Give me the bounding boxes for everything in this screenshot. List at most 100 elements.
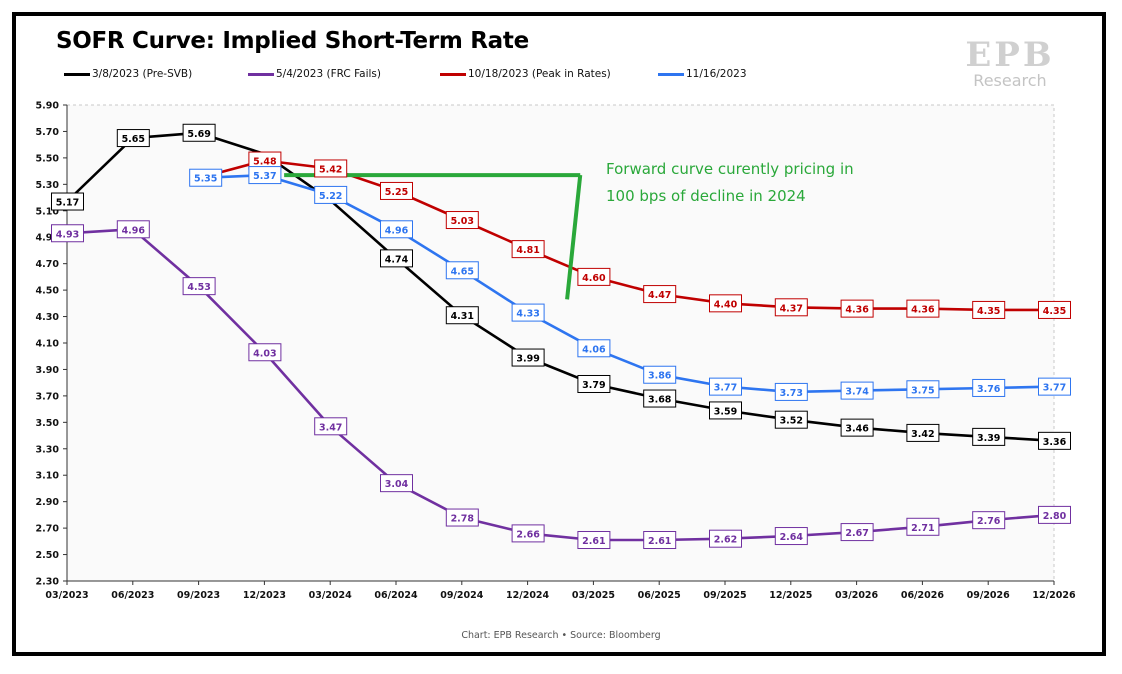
data-label-box — [380, 474, 413, 493]
y-tick-label: 5.50 — [36, 153, 60, 164]
data-label: 4.37 — [780, 303, 803, 314]
data-label-box — [972, 511, 1006, 530]
data-label-box — [774, 298, 808, 317]
data-label-box — [1038, 505, 1071, 524]
legend-item-peak-in-rates: 10/18/2023 (Peak in Rates) — [440, 68, 611, 80]
data-label-box — [643, 285, 677, 304]
data-label: 3.76 — [977, 384, 1001, 395]
data-label-box — [1038, 377, 1071, 396]
x-tick-label: 03/2026 — [835, 590, 879, 601]
data-label: 3.75 — [911, 385, 934, 396]
data-label: 4.35 — [1043, 306, 1066, 317]
x-tick-label: 12/2025 — [769, 590, 812, 601]
data-label: 5.48 — [253, 157, 277, 168]
data-label-box — [774, 527, 808, 546]
data-label: 3.46 — [845, 424, 869, 435]
data-label-box — [577, 339, 611, 358]
data-label-box — [511, 240, 545, 259]
y-tick-label: 2.50 — [36, 550, 60, 561]
data-label-box — [248, 343, 282, 362]
y-tick-label: 3.30 — [36, 444, 60, 455]
plot-area — [66, 104, 1055, 582]
data-label-box — [972, 427, 1006, 446]
data-label: 5.17 — [56, 198, 79, 209]
data-label-box — [380, 220, 413, 239]
data-label-box — [445, 306, 479, 325]
data-label-box — [314, 159, 348, 178]
data-label-box — [840, 418, 874, 437]
data-label-box — [445, 261, 479, 280]
x-tick-label: 06/2023 — [111, 590, 154, 601]
data-label: 4.96 — [385, 225, 409, 236]
legend-label: 3/8/2023 (Pre-SVB) — [92, 68, 193, 80]
x-tick-label: 03/2023 — [45, 590, 88, 601]
data-label-box — [709, 529, 742, 548]
data-label-box — [1038, 300, 1071, 319]
data-label: 4.31 — [451, 311, 474, 322]
data-label-box — [577, 374, 611, 393]
x-tick-label: 03/2025 — [572, 590, 615, 601]
data-label: 3.59 — [714, 406, 737, 417]
data-label-box — [709, 294, 742, 313]
data-label-box — [709, 377, 742, 396]
y-tick-label: 3.10 — [36, 471, 60, 482]
data-label: 2.61 — [582, 536, 605, 547]
data-label: 5.69 — [187, 129, 210, 140]
y-tick-label: 2.70 — [36, 524, 60, 535]
data-label-box — [182, 123, 216, 142]
data-label-box — [445, 211, 479, 230]
data-label-box — [972, 378, 1006, 397]
data-label-box — [445, 508, 479, 527]
data-label-box — [643, 531, 677, 550]
data-label: 2.80 — [1043, 511, 1067, 522]
data-label: 3.36 — [1043, 437, 1067, 448]
x-tick-label: 12/2024 — [506, 590, 550, 601]
data-label-box — [314, 185, 348, 204]
y-tick-label: 3.70 — [36, 391, 60, 402]
y-tick-label: 4.30 — [36, 312, 60, 323]
x-tick-label: 12/2023 — [243, 590, 286, 601]
data-label-box — [189, 168, 223, 187]
series-line-0 — [66, 131, 1055, 443]
data-label: 3.39 — [977, 433, 1000, 444]
data-label-box — [248, 166, 282, 185]
data-label: 4.36 — [911, 305, 935, 316]
data-label: 2.64 — [780, 532, 804, 543]
data-label: 5.25 — [385, 187, 408, 198]
y-tick-label: 3.50 — [36, 418, 60, 429]
data-label: 4.74 — [385, 254, 409, 265]
data-label: 5.35 — [194, 174, 217, 185]
data-label-box — [774, 410, 808, 429]
data-label-box — [709, 401, 742, 420]
data-label: 3.47 — [319, 422, 342, 433]
x-tick-label: 03/2024 — [309, 590, 353, 601]
data-label: 2.76 — [977, 516, 1001, 527]
data-label: 3.73 — [780, 388, 803, 399]
data-label-box — [511, 524, 545, 543]
data-label-box — [774, 382, 808, 401]
chart-title: SOFR Curve: Implied Short-Term Rate — [56, 28, 529, 54]
x-tick-label: 09/2024 — [440, 590, 484, 601]
series-line-1 — [66, 228, 1055, 542]
y-tick-label: 4.10 — [36, 339, 60, 350]
data-label: 5.37 — [253, 171, 276, 182]
data-label-box — [906, 517, 940, 536]
data-label-box — [906, 423, 940, 442]
y-tick-label: 4.90 — [36, 233, 60, 244]
data-label: 2.71 — [911, 523, 934, 534]
data-label: 5.42 — [319, 164, 342, 175]
x-tick-label: 06/2024 — [374, 590, 418, 601]
x-tick-label: 06/2025 — [638, 590, 681, 601]
data-label: 3.99 — [516, 354, 539, 365]
data-label-box — [577, 267, 611, 286]
data-label-box — [906, 299, 940, 318]
data-label: 5.65 — [122, 134, 145, 145]
data-label: 4.60 — [582, 273, 606, 284]
data-label-box — [906, 380, 940, 399]
data-label: 4.81 — [516, 245, 539, 256]
legend-label: 10/18/2023 (Peak in Rates) — [468, 68, 611, 80]
legend-item-pre-svb: 3/8/2023 (Pre-SVB) — [64, 68, 192, 80]
data-label: 4.53 — [187, 282, 210, 293]
data-label-box — [643, 365, 677, 384]
legend-swatch-peak-in-rates — [440, 72, 466, 76]
